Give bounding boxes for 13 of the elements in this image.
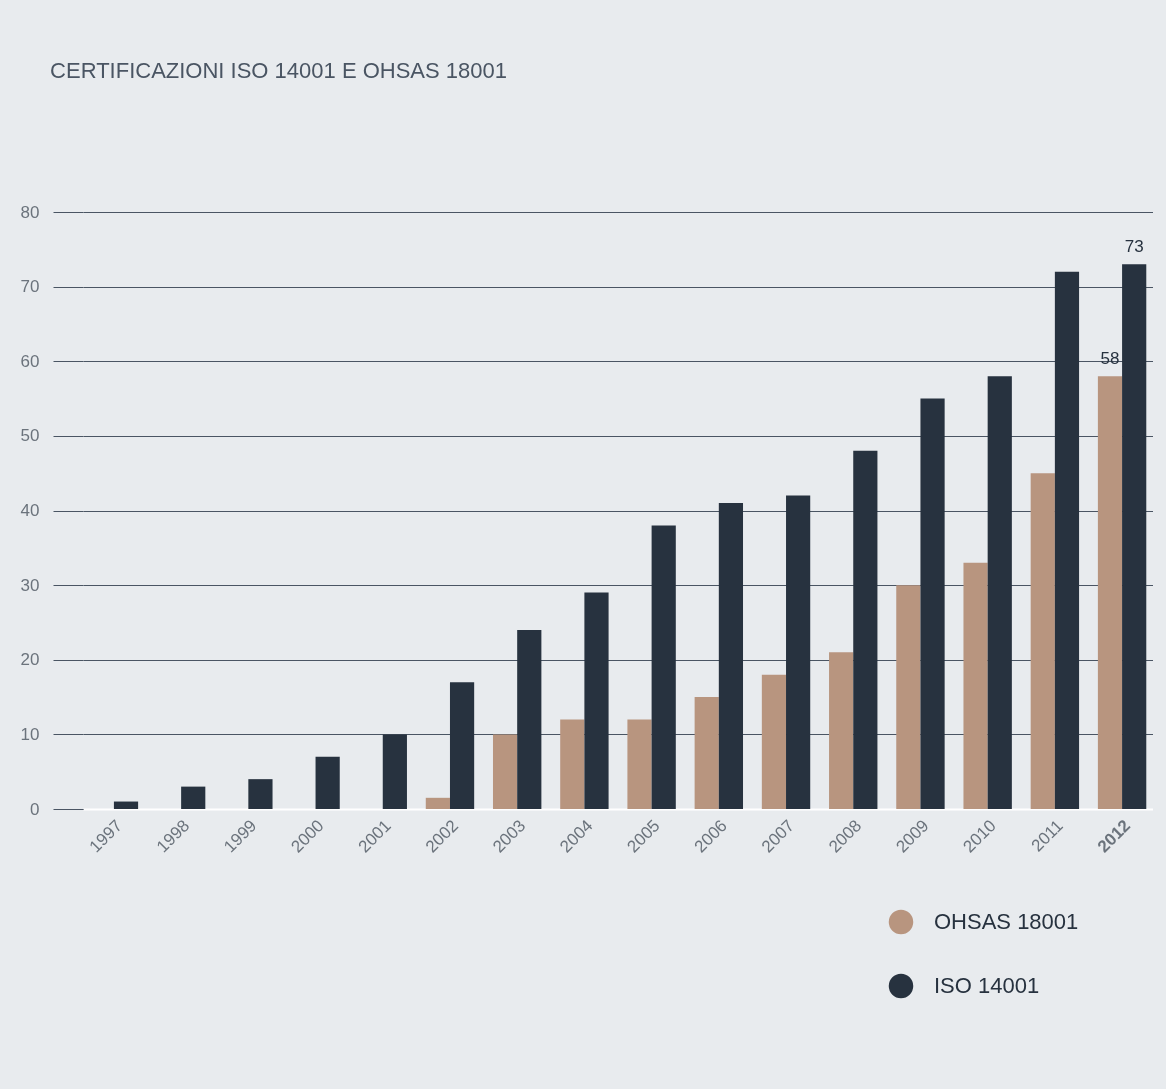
y-tick-label: 80 (20, 202, 40, 222)
y-tick-label: 50 (20, 426, 40, 446)
y-tick-label: 20 (20, 650, 40, 670)
data-label: 73 (1124, 237, 1144, 257)
legend-label: ISO 14001 (934, 973, 1040, 998)
y-tick-label: 40 (20, 501, 40, 520)
y-tick-label: 60 (20, 351, 40, 371)
y-tick-label: 70 (20, 277, 40, 297)
legend-label: OHSAS 18001 (934, 909, 1079, 934)
chart-title: CERTIFICAZIONI ISO 14001 E OHSAS 18001 (50, 58, 507, 83)
y-tick-label: 30 (20, 575, 40, 595)
y-tick-label: 10 (20, 724, 40, 744)
y-tick-label: 0 (30, 799, 40, 819)
